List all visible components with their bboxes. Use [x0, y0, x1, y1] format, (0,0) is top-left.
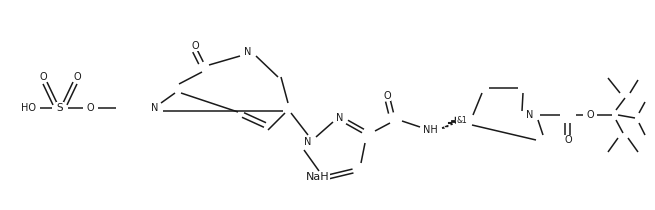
Text: O: O — [191, 41, 199, 51]
Text: HO: HO — [20, 103, 35, 113]
Text: O: O — [86, 103, 94, 113]
Text: NaH: NaH — [306, 172, 329, 182]
Text: N: N — [527, 110, 534, 120]
Text: NH: NH — [422, 125, 438, 135]
Text: O: O — [39, 72, 47, 82]
Text: N: N — [244, 47, 252, 57]
Text: &1: &1 — [457, 116, 468, 125]
Text: N: N — [305, 137, 312, 147]
Text: N: N — [336, 113, 344, 123]
Text: S: S — [57, 103, 64, 113]
Text: O: O — [586, 110, 594, 120]
Text: O: O — [564, 135, 572, 145]
Text: O: O — [383, 91, 391, 101]
Text: O: O — [73, 72, 81, 82]
Text: N: N — [151, 103, 159, 113]
